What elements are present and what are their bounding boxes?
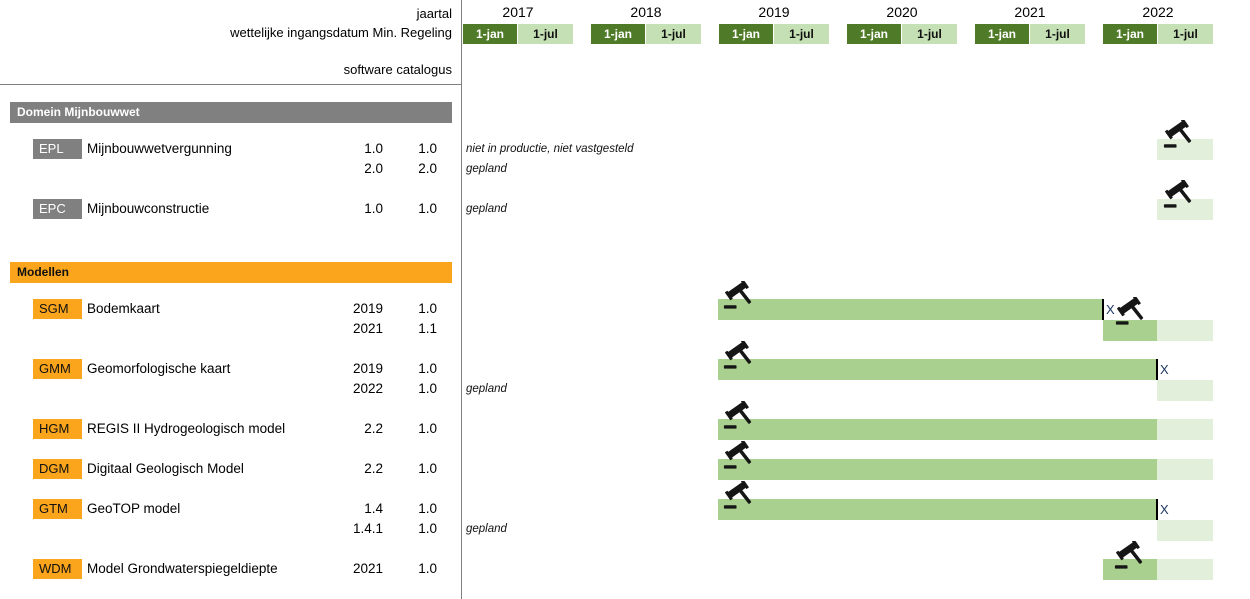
halfyear-cell-jan: 1-jan (463, 24, 518, 44)
version-catalogus: 1.0 (418, 381, 437, 396)
version-regeling: 1.0 (364, 201, 383, 216)
header-divider-line (0, 84, 461, 85)
row-name: Geomorfologische kaart (87, 361, 231, 376)
version-regeling: 2019 (352, 301, 383, 316)
version-regeling: 1.4 (364, 501, 383, 516)
version-regeling: 2021 (352, 561, 383, 576)
version-catalogus: 2.0 (418, 161, 437, 176)
gavel-icon (721, 281, 754, 311)
version-regeling: 1.4.1 (352, 521, 383, 536)
timeline-bar-sgm-v1 (718, 299, 1103, 320)
row-badge-sgm: SGM (33, 299, 82, 319)
halfyear-cell-jul: 1-jul (518, 24, 573, 44)
x-marker: X (1160, 362, 1169, 377)
halfyear-cell-jan: 1-jan (591, 24, 646, 44)
row-name: GeoTOP model (87, 501, 181, 516)
timeline-bar-gtm-v1 (718, 499, 1157, 520)
timeline-bar-dgm (718, 459, 1157, 480)
halfyear-cell-jul: 1-jul (1158, 24, 1213, 44)
timeline-bar-sgm-v2-planned (1157, 320, 1213, 341)
gavel-icon (721, 401, 754, 431)
version-catalogus: 1.0 (418, 361, 437, 376)
version-catalogus: 1.0 (418, 461, 437, 476)
column-header-regeling: wettelijke ingangsdatum Min. Regeling (230, 25, 452, 40)
version-catalogus: 1.0 (418, 561, 437, 576)
row-badge-gtm: GTM (33, 499, 82, 519)
timeline-bar-sgm-v2 (1103, 320, 1157, 341)
x-marker: X (1106, 302, 1115, 317)
row-name: Model Grondwaterspiegeldiepte (87, 561, 278, 576)
version-regeling: 2019 (352, 361, 383, 376)
halfyear-cell-jul: 1-jul (1030, 24, 1085, 44)
halfyear-cell-jul: 1-jul (902, 24, 957, 44)
year-label: 2017 (502, 4, 534, 20)
timeline-bar-wdm (1103, 559, 1157, 580)
section-header-domein-mijnbouwwet: Domein Mijnbouwwet (10, 102, 452, 123)
row-badge-dgm: DGM (33, 459, 82, 479)
timeline-bar-gtm-v2-planned (1157, 520, 1213, 541)
status-note: gepland (466, 163, 507, 175)
status-note: gepland (466, 203, 507, 215)
gavel-icon (721, 341, 754, 371)
version-catalogus: 1.0 (418, 501, 437, 516)
row-name: REGIS II Hydrogeologisch model (87, 421, 286, 436)
version-catalogus: 1.0 (418, 141, 437, 156)
timeline-bar-gmm-v1 (718, 359, 1157, 380)
year-label: 2018 (630, 4, 662, 20)
halfyear-cell-jul: 1-jul (646, 24, 701, 44)
halfyear-cell-jan: 1-jan (1103, 24, 1158, 44)
row-badge-epc: EPC (33, 199, 82, 219)
row-name: Mijnbouwwetvergunning (87, 141, 232, 156)
x-marker: X (1160, 502, 1169, 517)
timeline-bar-hgm (718, 419, 1157, 440)
year-label: 2021 (1014, 4, 1046, 20)
column-header-catalogus: software catalogus (343, 62, 452, 77)
column-header-jaartal: jaartal (416, 6, 452, 21)
year-label: 2022 (1142, 4, 1174, 20)
version-catalogus: 1.0 (418, 201, 437, 216)
gavel-icon (1112, 541, 1145, 571)
end-tick (1156, 359, 1158, 380)
gavel-icon (1161, 120, 1194, 150)
status-note: gepland (466, 523, 507, 535)
row-badge-gmm: GMM (33, 359, 82, 379)
status-note: gepland (466, 383, 507, 395)
row-badge-epl: EPL (33, 139, 82, 159)
version-catalogus: 1.0 (418, 521, 437, 536)
timeline-bar-hgm-planned (1157, 419, 1213, 440)
row-name: Bodemkaart (87, 301, 160, 316)
gavel-icon (721, 441, 754, 471)
gavel-icon (721, 481, 754, 511)
halfyear-cell-jan: 1-jan (975, 24, 1030, 44)
section-header-modellen: Modellen (10, 262, 452, 283)
halfyear-cell-jul: 1-jul (774, 24, 829, 44)
year-label: 2019 (758, 4, 790, 20)
row-badge-wdm: WDM (33, 559, 82, 579)
gavel-icon (1113, 297, 1146, 327)
end-tick (1102, 299, 1104, 320)
row-badge-hgm: HGM (33, 419, 82, 439)
version-catalogus: 1.0 (418, 301, 437, 316)
panel-divider-line (461, 0, 462, 599)
version-regeling: 2.0 (364, 161, 383, 176)
halfyear-cell-jan: 1-jan (847, 24, 902, 44)
version-regeling: 2022 (352, 381, 383, 396)
version-regeling: 2.2 (364, 421, 383, 436)
gavel-icon (1161, 180, 1194, 210)
year-label: 2020 (886, 4, 918, 20)
timeline-bar-dgm-planned (1157, 459, 1213, 480)
timeline-bar-gmm-v2-planned (1157, 380, 1213, 401)
end-tick (1156, 499, 1158, 520)
version-catalogus: 1.1 (418, 321, 437, 336)
version-regeling: 2021 (352, 321, 383, 336)
row-name: Mijnbouwconstructie (87, 201, 210, 216)
timeline-bar-wdm-planned (1157, 559, 1213, 580)
status-note: niet in productie, niet vastgesteld (466, 143, 634, 155)
version-catalogus: 1.0 (418, 421, 437, 436)
version-regeling: 2.2 (364, 461, 383, 476)
row-name: Digitaal Geologisch Model (87, 461, 244, 476)
halfyear-cell-jan: 1-jan (719, 24, 774, 44)
version-regeling: 1.0 (364, 141, 383, 156)
